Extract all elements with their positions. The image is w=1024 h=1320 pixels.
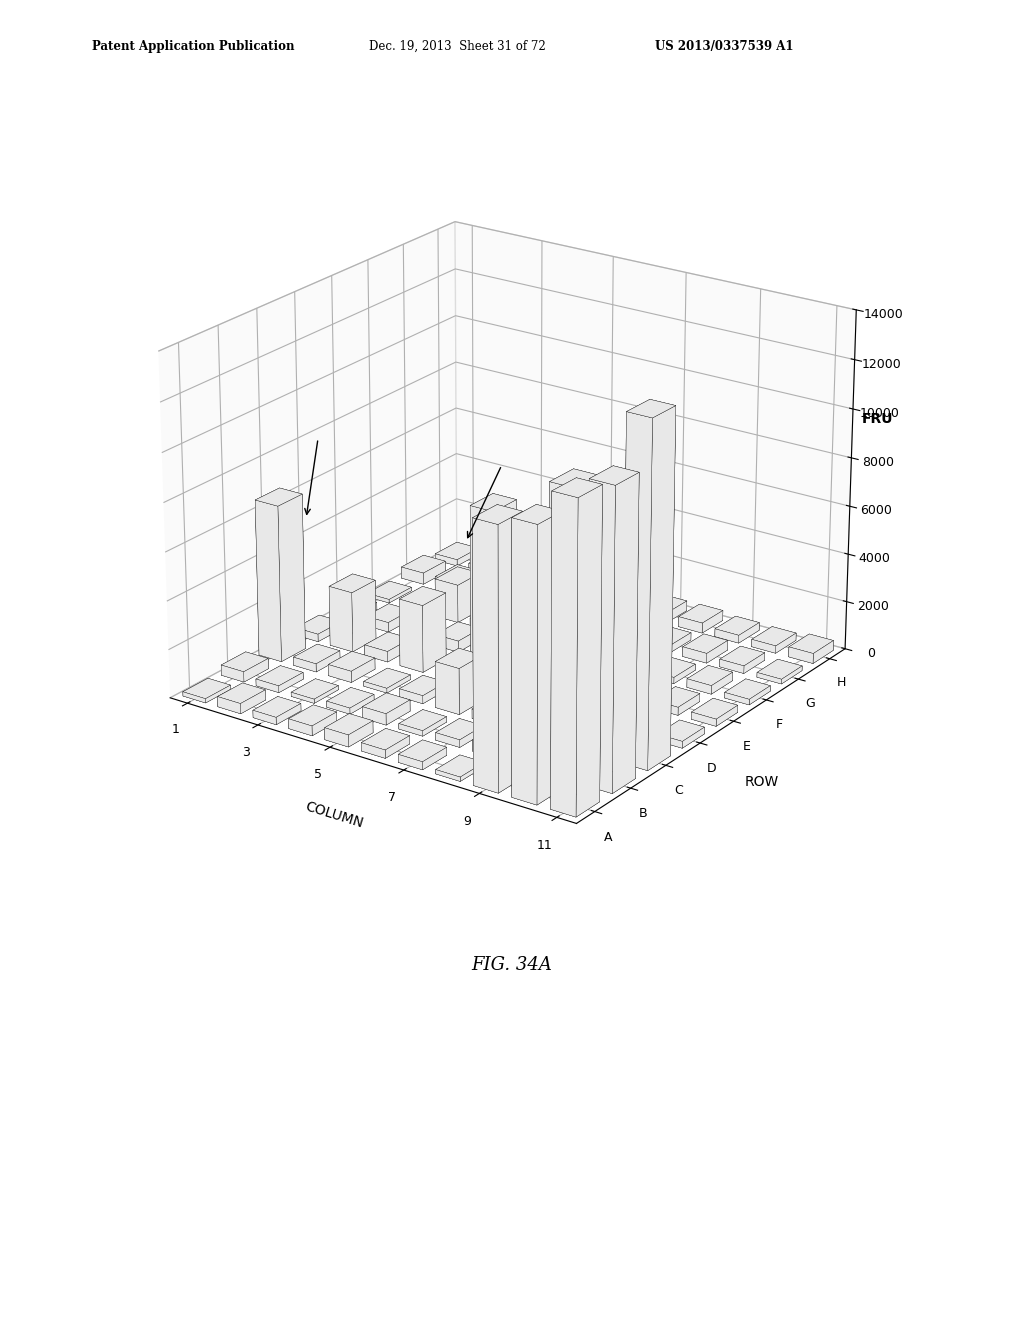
Y-axis label: ROW: ROW	[744, 775, 779, 789]
Text: Dec. 19, 2013  Sheet 31 of 72: Dec. 19, 2013 Sheet 31 of 72	[369, 40, 546, 53]
Text: Patent Application Publication: Patent Application Publication	[92, 40, 295, 53]
Text: US 2013/0337539 A1: US 2013/0337539 A1	[655, 40, 794, 53]
Text: FIG. 34A: FIG. 34A	[472, 956, 552, 974]
Text: FRU: FRU	[861, 412, 893, 426]
X-axis label: COLUMN: COLUMN	[303, 800, 365, 832]
